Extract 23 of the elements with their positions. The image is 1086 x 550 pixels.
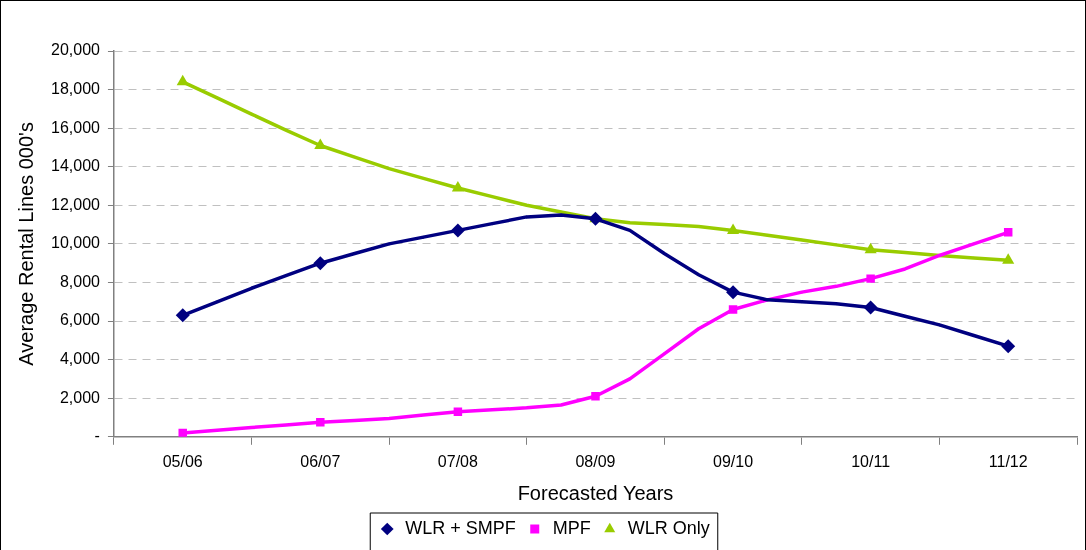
y-tick-label: 12,000	[51, 195, 101, 213]
y-tick-label: 14,000	[51, 157, 101, 175]
y-tick-label: 6,000	[59, 311, 101, 329]
x-tick-label: 09/10	[713, 452, 754, 470]
x-tick-label: 06/07	[300, 452, 341, 470]
legend-label: MPF	[552, 517, 591, 538]
x-axis-title: Forecasted Years	[517, 481, 674, 504]
y-tick-label: -	[94, 427, 100, 445]
legend-label: WLR + SMPF	[405, 517, 516, 538]
x-tick-label: 08/09	[575, 452, 616, 470]
y-tick-label: 20,000	[51, 41, 101, 59]
y-tick-label: 10,000	[51, 234, 101, 252]
y-tick-label: 4,000	[59, 350, 101, 368]
legend-label: WLR Only	[627, 517, 710, 538]
x-tick-label: 07/08	[437, 452, 479, 470]
y-tick-label: 2,000	[59, 388, 101, 406]
x-tick-label: 05/06	[162, 452, 203, 470]
x-tick-label: 11/12	[988, 452, 1028, 470]
y-tick-label: 18,000	[51, 79, 101, 97]
x-tick-label: 10/11	[851, 452, 891, 470]
y-tick-label: 8,000	[59, 272, 101, 290]
y-tick-label: 16,000	[51, 118, 101, 136]
y-axis-title: Average Rental Lines 000's	[14, 122, 37, 366]
